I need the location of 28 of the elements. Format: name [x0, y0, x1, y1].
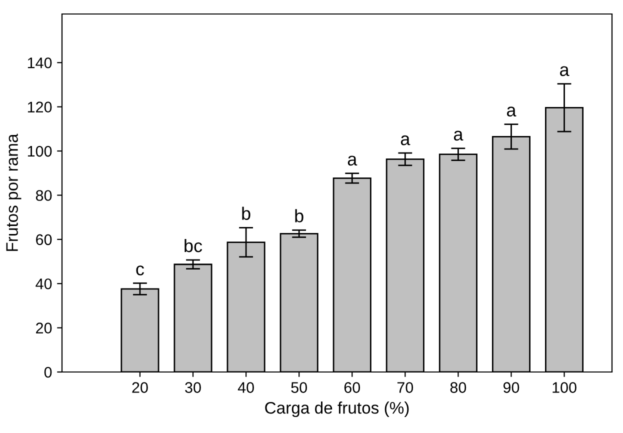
x-tick-label: 60 [344, 382, 360, 393]
annotation: a [560, 66, 570, 76]
x-tick-label: 50 [291, 382, 307, 393]
annotation: a [506, 106, 516, 117]
y-tick-label: 120 [28, 102, 52, 112]
y-tick-label: 20 [36, 322, 52, 334]
y-tick-label: 0 [44, 366, 52, 378]
y-tick-label: 100 [28, 146, 52, 157]
y-tick-label: 140 [28, 57, 52, 68]
annotation: c [136, 266, 144, 276]
y-tick-label: 60 [36, 234, 52, 246]
x-tick-label: 100 [552, 382, 576, 393]
x-tick-label: 40 [238, 382, 254, 393]
annotation: bc [184, 238, 202, 252]
x-tick-label: 30 [185, 382, 201, 393]
annotation: b [242, 206, 250, 220]
x-axis-title: Carga de frutos (%) [265, 402, 409, 418]
annotation: a [454, 130, 464, 141]
annotation: a [348, 156, 358, 166]
x-tick-label: 90 [503, 382, 520, 393]
y-tick-label: 40 [36, 278, 52, 290]
y-axis-title: Frutos por rama [6, 134, 22, 251]
x-tick-label: 70 [397, 382, 414, 393]
annotation: b [295, 209, 304, 222]
x-tick-label: 80 [450, 382, 466, 393]
x-tick-label: 20 [132, 382, 148, 393]
y-tick-label: 80 [36, 190, 52, 201]
annotation: a [400, 135, 410, 146]
